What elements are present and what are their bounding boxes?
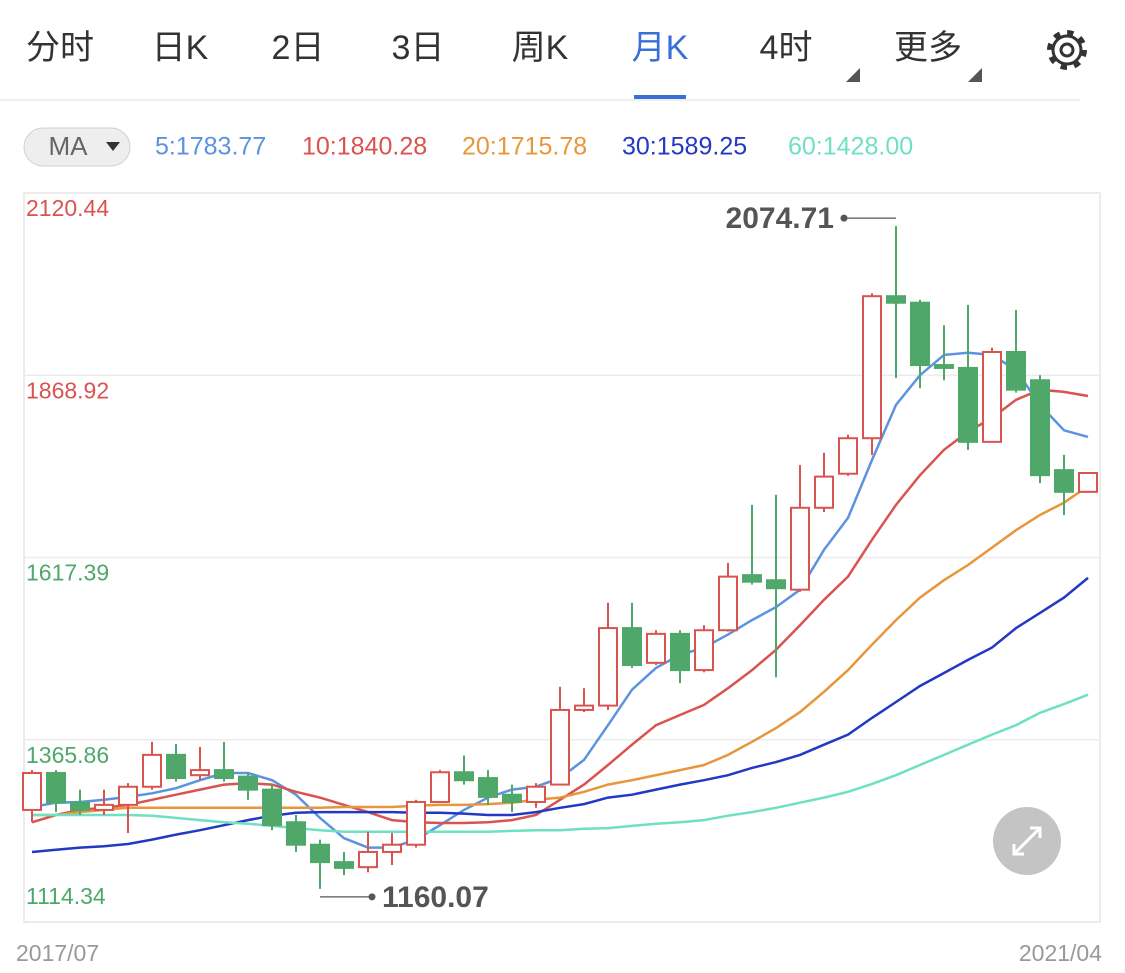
candle-body xyxy=(526,785,546,803)
legend-entry: 20:1715.78 xyxy=(462,133,587,161)
candle-body xyxy=(214,769,234,780)
candle-body xyxy=(310,843,330,864)
candle-body xyxy=(742,574,762,583)
candle-body xyxy=(358,850,378,869)
candle-body xyxy=(46,771,66,804)
candle-body xyxy=(190,769,210,777)
candle-body xyxy=(166,753,186,780)
y-tick-label: 1868.92 xyxy=(26,377,109,403)
gear-teeth xyxy=(1047,30,1087,70)
x-tick-label: 2017/07 xyxy=(16,940,99,966)
candle-body xyxy=(718,575,738,632)
selector-label: MA xyxy=(49,131,89,161)
candle-body xyxy=(454,771,474,782)
tab[interactable]: 4时 xyxy=(760,29,813,67)
expand-arrows xyxy=(1012,826,1042,856)
y-tick-label: 2120.44 xyxy=(26,195,109,221)
candle-body xyxy=(1006,351,1026,391)
candle-body xyxy=(574,704,594,711)
candle-body xyxy=(142,753,162,788)
dropdown-corner xyxy=(968,68,982,82)
candle-body xyxy=(934,364,954,369)
candle-body xyxy=(502,793,522,803)
annotation-dot xyxy=(840,214,848,222)
candle-body xyxy=(334,861,354,869)
candle-body xyxy=(910,301,930,367)
candle-body xyxy=(430,771,450,803)
ma-line xyxy=(31,388,1089,825)
candle-body xyxy=(550,708,570,786)
tab[interactable]: 分时 xyxy=(26,29,94,67)
candle-body xyxy=(982,351,1002,443)
candle-body xyxy=(1078,472,1098,493)
candle-body xyxy=(862,295,882,440)
candle-body xyxy=(118,785,138,806)
candle-body xyxy=(670,632,690,672)
candle-body xyxy=(406,800,426,846)
ma-line xyxy=(32,693,1089,833)
candle-body xyxy=(1054,469,1074,493)
candle-body xyxy=(646,632,666,664)
selector-arrow xyxy=(106,142,120,151)
candle-body xyxy=(814,475,834,509)
candle-body xyxy=(382,843,402,853)
tab[interactable]: 周K xyxy=(512,29,569,67)
candle-body xyxy=(886,295,906,304)
candle-body xyxy=(286,821,306,846)
candle-body xyxy=(958,366,978,443)
tab[interactable]: 2日 xyxy=(272,29,325,67)
ma-line xyxy=(32,485,1089,817)
indicator-selector[interactable]: MA xyxy=(23,127,131,167)
candle-body xyxy=(22,771,42,811)
candle-body xyxy=(94,803,114,811)
dropdown-corner xyxy=(846,68,860,82)
legend-entry: 5:1783.77 xyxy=(155,133,266,161)
candle-body xyxy=(70,801,90,811)
candle-body xyxy=(838,437,858,475)
gear-hole xyxy=(1059,42,1075,58)
candle-body xyxy=(238,775,258,791)
min-annotation: 1160.07 xyxy=(382,881,489,914)
tab[interactable]: 日K xyxy=(152,29,209,67)
legend-entry: 10:1840.28 xyxy=(302,133,427,161)
legend-entry: 30:1589.25 xyxy=(622,133,747,161)
gear-body xyxy=(1051,34,1083,66)
candle-body xyxy=(1030,379,1050,477)
y-tick-label: 1617.39 xyxy=(26,560,109,586)
tab[interactable]: 3日 xyxy=(392,29,445,67)
settings-icon[interactable] xyxy=(1047,30,1087,70)
x-tick-label: 2021/04 xyxy=(1019,940,1102,966)
candle-body xyxy=(790,506,810,591)
selector-pill xyxy=(23,127,131,167)
candle-body xyxy=(694,629,714,672)
candle-body xyxy=(766,579,786,590)
candle-body xyxy=(622,627,642,667)
y-tick-label: 1365.86 xyxy=(26,742,109,768)
tab[interactable]: 月K xyxy=(632,29,689,67)
max-annotation: 2074.71 xyxy=(726,202,834,235)
ma-line xyxy=(31,576,1089,854)
legend-entry: 60:1428.00 xyxy=(788,133,913,161)
plot-area: 2074.71 1160.07 xyxy=(22,202,1100,914)
y-tick-label: 1114.34 xyxy=(26,883,106,909)
tab[interactable]: 更多 xyxy=(894,29,962,67)
candle-body xyxy=(478,777,498,798)
candle-body xyxy=(262,788,282,827)
annotation-dot xyxy=(368,893,376,901)
candle-body xyxy=(598,627,618,707)
expand-button[interactable] xyxy=(993,807,1061,875)
tab-underline xyxy=(634,95,686,99)
